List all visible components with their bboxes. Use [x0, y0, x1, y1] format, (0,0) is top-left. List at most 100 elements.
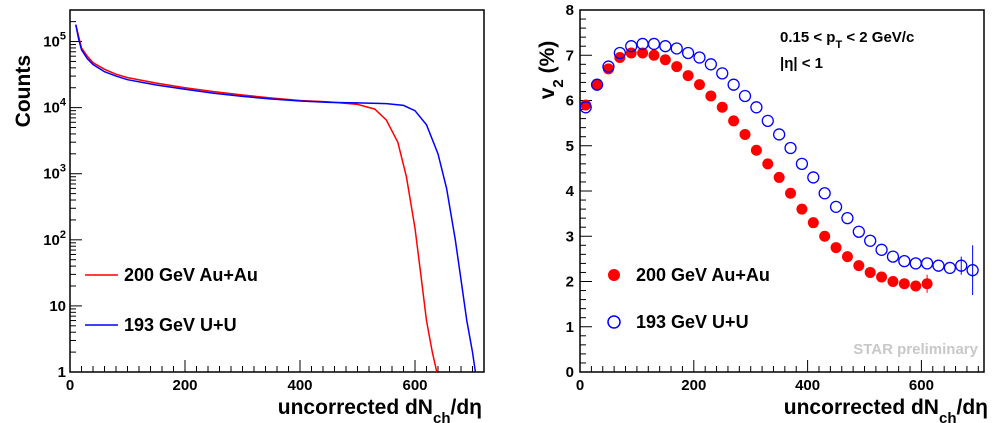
point-au — [705, 90, 717, 102]
point-uu — [829, 200, 843, 213]
left-ylabel-text: Counts — [12, 55, 35, 127]
point-uu — [659, 40, 672, 53]
y-tick-label: 6 — [566, 93, 574, 110]
point-au — [671, 61, 683, 73]
y-tick-label: 104 — [43, 97, 67, 117]
right-series-group — [579, 37, 979, 296]
point-au — [910, 280, 922, 292]
x-tick-label: 400 — [287, 377, 312, 394]
left-ylabel: Counts — [12, 55, 35, 127]
point-au — [773, 171, 785, 183]
annotation-pt-range: 0.15 < pT < 2 GeV/c — [780, 29, 914, 51]
series-line-1 — [75, 24, 477, 373]
point-uu — [841, 211, 854, 225]
point-uu — [932, 259, 945, 272]
legend-label-uu: 193 GeV U+U — [124, 315, 237, 335]
point-uu — [670, 42, 683, 55]
point-uu — [920, 257, 934, 270]
y-tick-label: 8 — [566, 2, 574, 19]
point-uu — [966, 264, 979, 277]
point-au — [625, 47, 637, 59]
point-au — [830, 242, 842, 254]
point-uu — [852, 225, 865, 238]
point-au — [682, 70, 694, 82]
point-au — [728, 115, 740, 127]
y-tick-label: 103 — [43, 163, 66, 183]
y-tick-label: 0 — [566, 364, 574, 381]
point-au — [864, 266, 876, 278]
point-uu — [738, 89, 752, 103]
watermark-star-preliminary: STAR preliminary — [853, 341, 978, 358]
point-au — [659, 54, 671, 66]
y-tick-label: 102 — [43, 229, 66, 249]
point-au — [819, 230, 831, 242]
annotation-eta-range: |η| < 1 — [780, 55, 823, 72]
left-axis-ticks: 0 200 400 600 1 10 102 103 104 105 — [43, 9, 473, 394]
point-au — [739, 128, 751, 140]
point-au — [750, 144, 762, 156]
point-au — [648, 49, 660, 61]
point-uu — [773, 128, 786, 141]
x-tick-label: 200 — [172, 377, 197, 394]
point-au — [876, 271, 888, 283]
y-tick-label: 2 — [566, 274, 574, 291]
point-uu — [864, 234, 877, 247]
x-tick-label: 200 — [681, 377, 706, 394]
left-series-group — [75, 24, 477, 373]
right-panel: 0 200 400 600 0 1 2 3 4 5 6 7 8 v2 (%) uncorrected d… — [536, 2, 988, 423]
point-au — [693, 79, 705, 91]
point-uu — [784, 141, 797, 155]
point-uu — [693, 51, 706, 64]
legend-marker-au — [608, 269, 620, 281]
right-axis-ticks: 0 200 400 600 0 1 2 3 4 5 6 7 8 — [566, 2, 979, 394]
point-uu — [955, 259, 968, 272]
point-uu — [750, 101, 763, 114]
y-tick-label: 1 — [566, 319, 574, 336]
y-tick-label: 10 — [49, 298, 66, 315]
point-uu — [795, 157, 809, 171]
point-uu — [602, 60, 615, 73]
y-tick-label: 105 — [43, 31, 66, 51]
y-tick-label: 3 — [566, 228, 574, 245]
point-au — [637, 47, 649, 59]
y-tick-label: 1 — [58, 364, 66, 381]
x-tick-label: 0 — [66, 377, 74, 394]
point-uu — [807, 171, 820, 184]
left-xlabel: uncorrected dNch/dη — [278, 396, 482, 423]
point-uu — [613, 46, 626, 60]
right-ylabel: v2 (%) — [536, 41, 567, 100]
point-au — [807, 217, 819, 229]
y-tick-label: 5 — [566, 138, 574, 155]
legend-label-au: 200 GeV Au+Au — [124, 265, 258, 285]
point-au — [796, 203, 808, 215]
point-uu — [625, 40, 638, 53]
point-au — [921, 278, 933, 290]
legend-label-uu-right: 193 GeV U+U — [636, 312, 749, 332]
point-uu — [579, 101, 592, 114]
point-au — [614, 52, 626, 64]
point-uu — [761, 114, 774, 128]
point-uu — [681, 46, 695, 60]
right-ylabel-text: v2 (%) — [536, 41, 567, 100]
left-panel: 0 200 400 600 1 10 102 103 104 105 Counts uncorre… — [12, 9, 485, 423]
series-line-0 — [75, 24, 438, 373]
x-tick-label: 600 — [402, 377, 427, 394]
y-tick-label: 7 — [566, 47, 574, 64]
point-uu — [704, 58, 718, 71]
point-uu — [647, 37, 661, 51]
y-tick-label: 4 — [566, 183, 575, 200]
point-uu — [886, 250, 900, 263]
legend-marker-uu — [607, 315, 621, 329]
point-uu — [875, 243, 888, 256]
point-uu — [727, 78, 740, 91]
point-uu — [909, 257, 922, 270]
legend-label-au-right: 200 GeV Au+Au — [636, 265, 770, 285]
point-au — [887, 276, 899, 287]
point-au — [716, 101, 728, 113]
point-uu — [818, 187, 831, 200]
right-xlabel: uncorrected dNch/dη — [784, 396, 988, 423]
x-tick-label: 400 — [795, 377, 820, 394]
point-uu — [898, 254, 911, 268]
x-tick-label: 600 — [909, 377, 934, 394]
